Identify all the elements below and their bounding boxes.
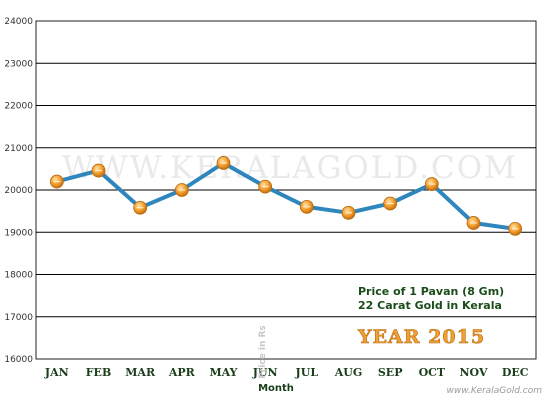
x-tick-label: APR: [168, 366, 196, 379]
year-label: YEAR 2015: [357, 326, 485, 348]
series-line: [54, 161, 518, 231]
y-tick-label: 23000: [4, 59, 33, 69]
data-point: [299, 199, 314, 214]
data-point: [174, 183, 189, 197]
x-tick-label: JUN: [252, 366, 278, 379]
y-tick-label: 24000: [4, 17, 33, 27]
data-point: [383, 196, 398, 211]
x-tick-label: MAR: [125, 366, 156, 379]
data-point: [466, 216, 481, 230]
annotation-line-2: 22 Carat Gold in Kerala: [358, 299, 502, 312]
x-tick-label: OCT: [419, 366, 446, 379]
y-tick-label: 18000: [4, 271, 33, 281]
y-axis-label: Price in Rs: [258, 325, 268, 379]
data-point: [216, 156, 231, 170]
source-url: www.KeralaGold.com: [447, 386, 543, 396]
data-point: [91, 163, 106, 178]
x-tick-label: AUG: [334, 366, 363, 379]
x-tick-label: SEP: [378, 366, 403, 379]
x-axis-label: Month: [258, 383, 294, 394]
watermark: WWW.KERALAGOLD.COM: [62, 150, 518, 186]
data-point: [258, 179, 273, 194]
y-tick-label: 20000: [4, 186, 33, 196]
y-tick-label: 16000: [4, 355, 33, 365]
data-point: [49, 174, 64, 189]
x-tick-label: FEB: [86, 366, 112, 379]
y-tick-label: 21000: [4, 144, 33, 154]
x-tick-label: NOV: [460, 366, 488, 379]
x-tick-label: DEC: [502, 366, 529, 379]
data-point: [508, 221, 523, 236]
x-tick-label: JAN: [44, 366, 69, 379]
y-tick-label: 19000: [4, 228, 33, 238]
data-point: [424, 177, 439, 191]
y-tick-label: 17000: [4, 313, 33, 323]
x-tick-label: JUL: [295, 366, 319, 379]
data-point: [341, 205, 356, 220]
y-tick-label: 22000: [4, 102, 33, 112]
data-point: [133, 200, 148, 215]
annotation-line-1: Price of 1 Pavan (8 Gm): [358, 285, 504, 298]
x-tick-label: MAY: [209, 366, 237, 379]
